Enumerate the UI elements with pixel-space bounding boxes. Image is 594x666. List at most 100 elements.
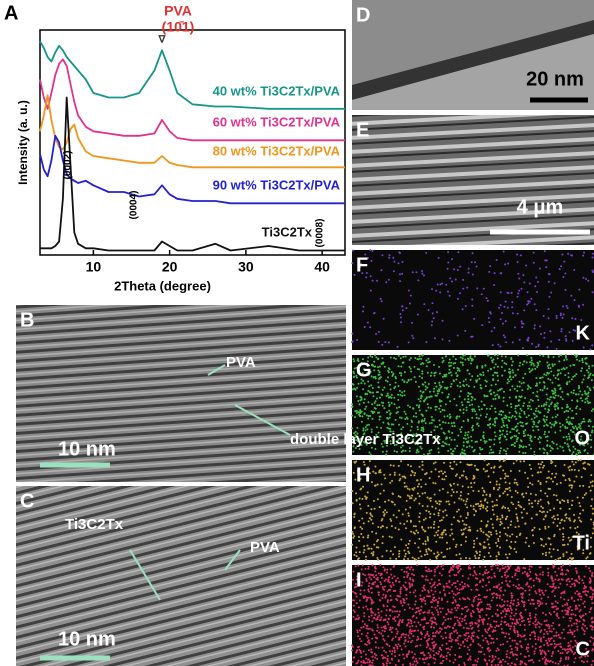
eds-dot <box>403 601 405 603</box>
element-label: O <box>574 427 590 449</box>
eds-dot <box>529 624 531 626</box>
eds-dot <box>435 532 437 534</box>
eds-dot <box>583 347 585 349</box>
eds-dot <box>489 446 491 448</box>
eds-dot <box>451 374 453 376</box>
eds-dot <box>384 625 386 627</box>
eds-dot <box>493 284 495 286</box>
eds-dot <box>377 382 379 384</box>
eds-dot <box>363 551 365 553</box>
eds-dot <box>539 646 541 648</box>
eds-dot <box>535 346 537 348</box>
eds-dot <box>422 590 424 592</box>
eds-dot <box>401 648 403 650</box>
eds-dot <box>529 571 531 573</box>
eds-dot <box>517 437 519 439</box>
eds-dot <box>374 570 376 572</box>
eds-dot <box>530 468 532 470</box>
eds-dot <box>429 559 431 561</box>
eds-dot <box>428 652 430 654</box>
eds-dot <box>495 435 497 437</box>
series-label: 80 wt% Ti3C2Tx/PVA <box>213 143 341 158</box>
eds-dot <box>370 578 372 580</box>
eds-dot <box>439 647 441 649</box>
eds-dot <box>589 611 591 613</box>
eds-dot <box>454 654 456 656</box>
eds-dot <box>469 574 471 576</box>
eds-dot <box>525 584 527 586</box>
eds-dot <box>484 440 486 442</box>
eds-dot <box>366 627 368 629</box>
eds-dot <box>431 570 433 572</box>
eds-dot <box>537 503 539 505</box>
eds-dot <box>445 403 447 405</box>
eds-dot <box>498 553 500 555</box>
eds-dot <box>448 393 450 395</box>
series-label: 40 wt% Ti3C2Tx/PVA <box>213 83 341 98</box>
eds-dot <box>556 615 558 617</box>
eds-dot <box>407 405 409 407</box>
eds-dot <box>454 607 456 609</box>
eds-dot <box>418 610 420 612</box>
eds-dot <box>547 398 549 400</box>
eds-dot <box>514 407 516 409</box>
eds-dot <box>394 590 396 592</box>
eds-dot <box>428 635 430 637</box>
eds-dot <box>541 461 543 463</box>
eds-dot <box>486 524 488 526</box>
eds-dot <box>479 453 481 455</box>
eds-dot <box>535 626 537 628</box>
eds-dot <box>547 308 549 310</box>
eds-dot <box>516 482 518 484</box>
eds-dot <box>433 317 435 319</box>
eds-dot <box>403 381 405 383</box>
eds-dot <box>522 617 524 619</box>
eds-dot <box>564 648 566 650</box>
eds-dot <box>590 474 592 476</box>
eds-dot <box>551 382 553 384</box>
eds-dot <box>497 375 499 377</box>
eds-dot <box>509 628 511 630</box>
eds-dot <box>478 425 480 427</box>
eds-dot <box>529 371 531 373</box>
eds-dot <box>509 397 511 399</box>
eds-dot <box>487 604 489 606</box>
eds-dot <box>477 626 479 628</box>
eds-dot <box>467 659 469 661</box>
eds-dot <box>358 520 360 522</box>
eds-dot <box>492 505 494 507</box>
eds-dot <box>504 574 506 576</box>
eds-dot <box>394 546 396 548</box>
eds-dot <box>510 406 512 408</box>
eds-dot <box>365 556 367 558</box>
eds-dot <box>445 619 447 621</box>
eds-dot <box>510 437 512 439</box>
eds-dot <box>553 375 555 377</box>
eds-dot <box>418 503 420 505</box>
eds-dot <box>458 368 460 370</box>
eds-dot <box>363 626 365 628</box>
eds-dot <box>520 587 522 589</box>
eds-dot <box>372 553 374 555</box>
eds-dot <box>558 339 560 341</box>
eds-dot <box>566 427 568 429</box>
eds-dot <box>556 422 558 424</box>
eds-dot <box>553 548 555 550</box>
eds-dot <box>536 291 538 293</box>
eds-dot <box>549 422 551 424</box>
eds-dot <box>501 576 503 578</box>
eds-dot <box>409 489 411 491</box>
eds-dot <box>470 659 472 661</box>
eds-dot <box>494 504 496 506</box>
eds-dot <box>468 385 470 387</box>
eds-dot <box>501 620 503 622</box>
eds-dot <box>491 577 493 579</box>
eds-dot <box>352 579 354 581</box>
eds-dot <box>566 404 568 406</box>
eds-dot <box>559 426 561 428</box>
eds-dot <box>403 390 405 392</box>
eds-dot <box>521 410 523 412</box>
eds-dot <box>377 366 379 368</box>
eds-dot <box>351 415 353 417</box>
eds-dot <box>483 556 485 558</box>
